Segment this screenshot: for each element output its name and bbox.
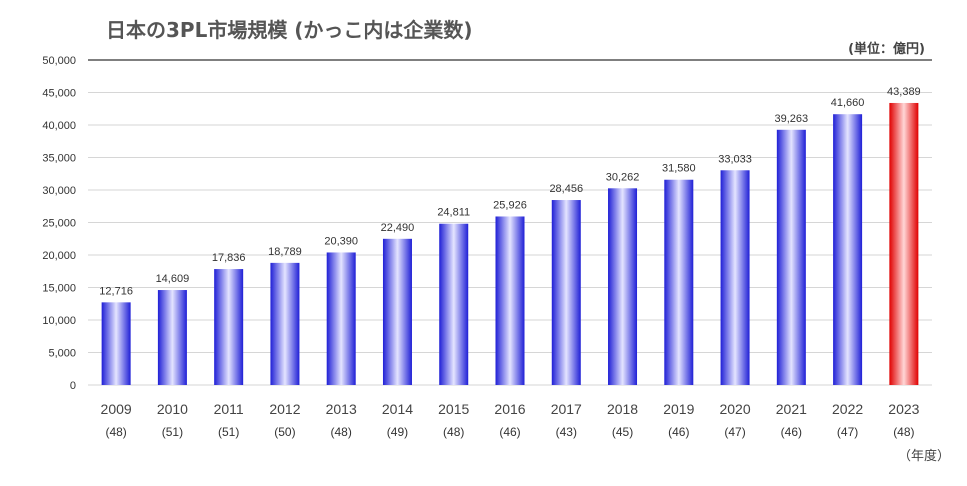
x-tick-label: 2013: [326, 401, 357, 417]
year-axis-suffix: （年度）: [898, 449, 951, 464]
company-count-label: (50): [274, 425, 295, 439]
company-count-label: (46): [499, 425, 520, 439]
x-tick-label: 2009: [101, 401, 132, 417]
data-label: 41,660: [831, 97, 865, 109]
company-count-label: (48): [893, 425, 914, 439]
company-count-label: (49): [387, 425, 408, 439]
data-label: 31,580: [662, 163, 696, 175]
bar: [101, 302, 131, 385]
x-tick-label: 2014: [382, 401, 413, 417]
data-label: 18,789: [268, 246, 302, 258]
company-count-label: (48): [443, 425, 464, 439]
x-tick-label: 2011: [214, 401, 244, 417]
company-count-label: (46): [668, 425, 689, 439]
x-tick-label: 2019: [663, 401, 694, 417]
bar: [439, 223, 469, 385]
y-tick-label: 15,000: [42, 283, 76, 295]
company-count-label: (45): [612, 425, 633, 439]
y-tick-label: 35,000: [42, 153, 76, 165]
x-tick-label: 2010: [157, 401, 188, 417]
y-tick-label: 50,000: [42, 55, 76, 67]
y-tick-label: 25,000: [42, 218, 76, 230]
y-tick-label: 40,000: [42, 120, 76, 132]
bar: [326, 252, 356, 385]
bars: [101, 102, 919, 386]
x-tick-label: 2012: [269, 401, 300, 417]
x-tick-label: 2020: [719, 401, 750, 417]
company-count-label: (51): [162, 425, 183, 439]
bar: [551, 200, 581, 385]
bar-highlight: [889, 102, 919, 385]
bar: [608, 188, 638, 385]
y-tick-label: 30,000: [42, 185, 76, 197]
bar: [833, 114, 863, 386]
x-tick-label: 2022: [832, 401, 863, 417]
data-label: 28,456: [549, 183, 583, 195]
y-tick-label: 10,000: [42, 315, 76, 327]
data-label: 12,716: [99, 285, 133, 297]
data-label: 33,033: [718, 153, 752, 165]
bar: [776, 129, 806, 385]
company-count-label: (47): [724, 425, 745, 439]
x-tick-label: 2018: [607, 401, 638, 417]
y-tick-label: 20,000: [42, 250, 76, 262]
data-label: 22,490: [381, 222, 415, 234]
company-count-label: (47): [837, 425, 858, 439]
labels: 0 5,000 10,000 15,000 20,000 25,000 30,000 35,0…: [42, 55, 920, 439]
data-label: 43,389: [887, 86, 921, 98]
bar: [664, 179, 694, 385]
data-label: 17,836: [212, 252, 246, 264]
bar: [720, 170, 750, 385]
x-tick-label: 2021: [776, 401, 807, 417]
data-label: 14,609: [156, 273, 190, 285]
data-label: 24,811: [437, 207, 470, 219]
bar: [157, 290, 187, 385]
company-count-label: (48): [105, 425, 126, 439]
x-tick-label: 2023: [888, 401, 919, 417]
bar: [495, 216, 525, 385]
x-tick-label: 2017: [551, 401, 582, 417]
x-tick-label: 2016: [494, 401, 525, 417]
data-label: 20,390: [324, 235, 358, 247]
y-tick-label: 5,000: [48, 348, 76, 360]
x-tick-label: 2015: [438, 401, 469, 417]
bar: [270, 262, 300, 385]
company-count-label: (46): [781, 425, 802, 439]
bar: [382, 238, 412, 385]
unit-label: (単位：億円): [848, 42, 925, 57]
y-tick-label: 0: [70, 380, 76, 392]
chart-title: 日本の3PL市場規模 (かっこ内は企業数): [106, 18, 473, 42]
data-label: 39,263: [775, 113, 809, 125]
bar: [214, 269, 244, 385]
company-count-label: (43): [556, 425, 577, 439]
company-count-label: (51): [218, 425, 239, 439]
y-tick-label: 45,000: [42, 88, 76, 100]
data-label: 25,926: [493, 199, 527, 211]
company-count-label: (48): [331, 425, 352, 439]
data-label: 30,262: [606, 171, 640, 183]
